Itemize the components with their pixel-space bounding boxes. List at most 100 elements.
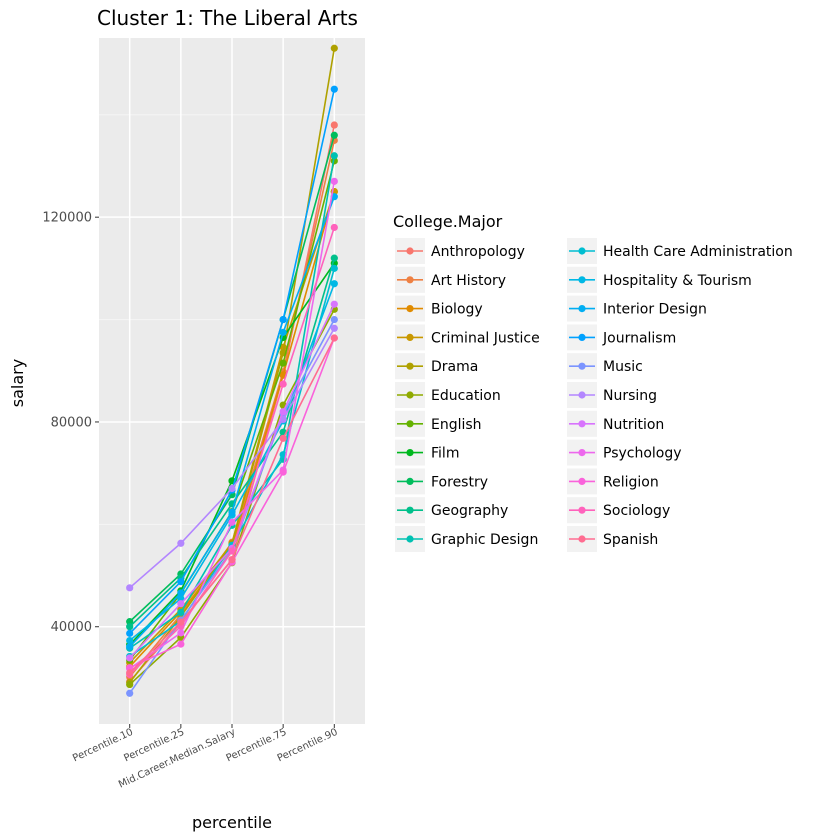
data-point (177, 629, 185, 637)
data-point (228, 484, 236, 493)
data-point (279, 408, 287, 416)
legend-label: Health Care Administration (603, 244, 793, 260)
series-spanish (126, 334, 338, 677)
legend-key-point (578, 449, 586, 457)
legend-label: Forestry (431, 474, 488, 490)
data-point (330, 121, 338, 129)
legend-key-point (406, 305, 414, 313)
data-point (330, 44, 338, 52)
legend-key-point (406, 506, 414, 514)
data-point (228, 508, 236, 516)
data-point (126, 654, 134, 662)
data-point (126, 584, 134, 592)
legend-label: Drama (431, 359, 478, 375)
legend-label: Nutrition (603, 417, 664, 433)
legend-key-point (578, 305, 586, 313)
legend-item: Nursing (567, 382, 657, 408)
legend-item: Forestry (395, 468, 488, 495)
data-point (126, 643, 134, 651)
legend-label: Religion (603, 474, 659, 490)
data-point (330, 300, 338, 308)
x-axis-title: percentile (192, 813, 272, 832)
legend-label: Criminal Justice (431, 330, 540, 346)
legend-item: Education (395, 382, 501, 408)
series-layer (126, 44, 338, 697)
data-point (126, 623, 134, 631)
x-axis: Percentile.10Percentile.25Mid.Career.Med… (71, 724, 340, 791)
legend-key-point (406, 247, 414, 255)
data-point (279, 315, 287, 324)
legend-item: Music (567, 353, 643, 380)
data-point (126, 636, 134, 645)
legend-item: Hospitality & Tourism (567, 266, 752, 293)
data-point (330, 280, 338, 288)
data-point (330, 177, 338, 185)
legend-label: Sociology (603, 503, 670, 519)
y-tick-label: 40000 (51, 620, 92, 635)
data-point (279, 328, 287, 336)
data-point (330, 324, 338, 332)
legend-label: Education (431, 388, 501, 404)
data-point (177, 589, 185, 597)
series-nursing (126, 324, 338, 592)
data-point (330, 334, 338, 342)
legend-item: Graphic Design (395, 526, 538, 552)
legend-key-point (578, 247, 586, 255)
legend-item: Interior Design (567, 295, 707, 322)
legend-key-point (406, 362, 414, 370)
data-point (126, 680, 134, 689)
legend-item: Anthropology (395, 238, 525, 264)
legend-item: Spanish (567, 526, 658, 552)
legend-item: Biology (395, 295, 483, 322)
legend-key-point (406, 276, 414, 284)
y-axis-title: salary (8, 359, 27, 407)
legend-label: Interior Design (603, 302, 707, 318)
legend-item: Psychology (567, 439, 682, 466)
data-point (330, 131, 338, 139)
legend-key-point (406, 420, 414, 428)
data-point (177, 594, 185, 603)
legend-item: Criminal Justice (395, 324, 540, 351)
data-point (177, 608, 185, 616)
legend-item: Film (395, 439, 459, 466)
data-point (228, 547, 236, 555)
legend-item: Sociology (567, 497, 670, 524)
y-axis: 40000 80000 120000 (42, 211, 99, 635)
legend-title: College.Major (393, 212, 503, 231)
data-point (330, 85, 338, 93)
legend-label: Geography (431, 503, 508, 519)
data-point (228, 556, 236, 564)
legend-item: Art History (395, 266, 506, 293)
legend-key-point (406, 449, 414, 457)
legend-key-point (578, 362, 586, 370)
legend-key-point (578, 535, 586, 543)
legend-key-point (578, 420, 586, 428)
y-tick-label: 80000 (51, 415, 92, 430)
legend-label: Journalism (602, 330, 676, 346)
legend-item: Nutrition (567, 410, 664, 437)
legend-key-point (406, 535, 414, 543)
chart-title: Cluster 1: The Liberal Arts (97, 6, 358, 30)
legend-key-point (406, 333, 414, 341)
legend-label: Music (603, 359, 643, 375)
legend-label: Art History (431, 273, 506, 289)
legend-key-point (578, 391, 586, 399)
legend-label: Film (431, 446, 459, 462)
legend-item: English (395, 410, 482, 437)
data-point (279, 359, 287, 367)
legend-label: English (431, 417, 482, 433)
data-point (228, 518, 236, 526)
data-point (330, 264, 338, 272)
legend: College.Major Anthropology Art History Bio… (393, 212, 793, 552)
legend-label: Spanish (603, 532, 658, 548)
legend-label: Hospitality & Tourism (603, 273, 752, 289)
data-point (330, 315, 338, 324)
data-point (126, 669, 134, 677)
data-point (126, 618, 134, 626)
data-point (177, 600, 185, 608)
data-point (126, 664, 134, 672)
legend-item: Journalism (567, 324, 676, 351)
legend-item: Drama (395, 353, 478, 380)
data-point (177, 618, 185, 626)
